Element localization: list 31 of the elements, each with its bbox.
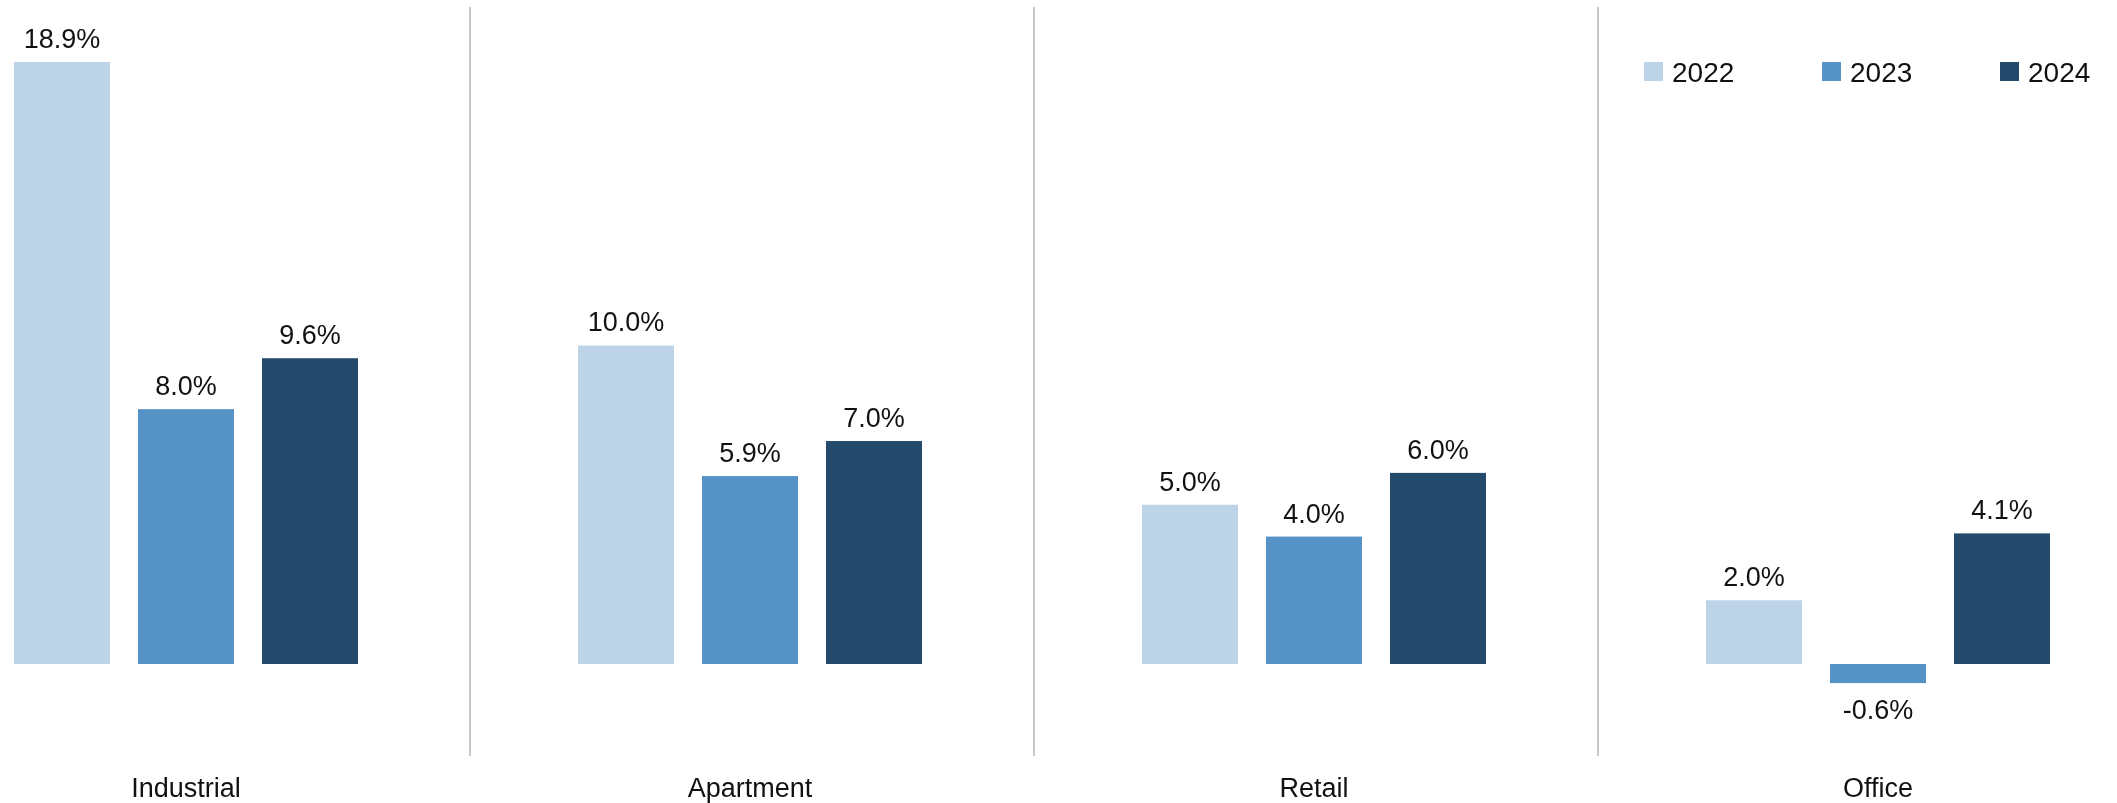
data-label: -0.6% [1842, 695, 1914, 726]
bar [1954, 533, 2050, 664]
x-tick-label: Retail [1279, 773, 1349, 803]
x-tick-label: Industrial [131, 773, 241, 803]
data-label: 2.0% [1723, 562, 1785, 593]
x-tick-label: Apartment [687, 773, 813, 803]
bar [1706, 600, 1802, 664]
bar [1390, 472, 1486, 664]
bar [1830, 664, 1926, 684]
bar [1142, 504, 1238, 664]
data-label: 4.1% [1971, 495, 2033, 526]
legend-label: 2024 [2028, 57, 2091, 88]
legend-label: 2023 [1850, 57, 1913, 88]
data-label: 10.0% [587, 307, 665, 338]
data-label: 8.0% [155, 371, 217, 402]
data-label: 6.0% [1407, 434, 1469, 465]
bar [826, 441, 922, 664]
data-label: 5.9% [719, 438, 781, 469]
data-label: 18.9% [23, 24, 101, 54]
bar [14, 62, 110, 664]
legend-label: 2022 [1672, 57, 1735, 88]
data-label: 7.0% [843, 403, 905, 434]
bar [262, 358, 358, 664]
data-label: 5.0% [1159, 466, 1221, 497]
bar [578, 345, 674, 664]
bar [1266, 536, 1362, 664]
data-label: 4.0% [1283, 498, 1345, 529]
x-tick-label: Office [1842, 773, 1914, 803]
data-label: 9.6% [279, 320, 341, 351]
bar [702, 476, 798, 664]
bar [138, 409, 234, 664]
